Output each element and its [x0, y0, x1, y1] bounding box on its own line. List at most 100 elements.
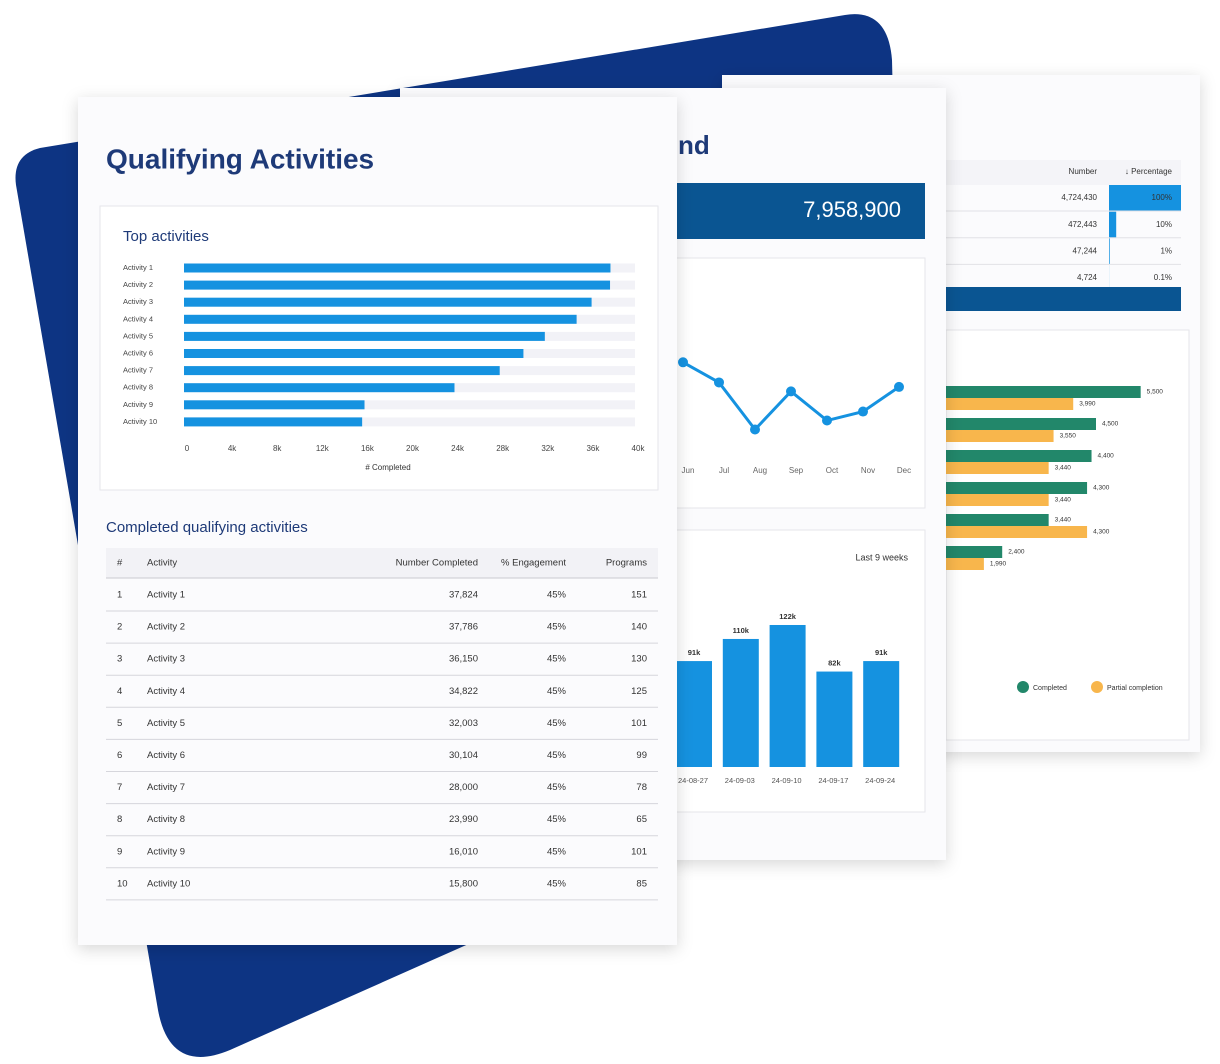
bar	[769, 624, 806, 767]
table-cell: 30,104	[449, 750, 478, 761]
table-cell: 78	[636, 782, 647, 793]
table-cell: 28,000	[449, 782, 478, 793]
percentage-bar	[1109, 211, 1117, 238]
table-cell: 10%	[1156, 220, 1172, 229]
page-title: nd	[678, 130, 710, 160]
table-title: Completed qualifying activities	[106, 519, 308, 536]
column-header: % Engagement	[501, 558, 566, 569]
x-tick-label: 16k	[361, 444, 375, 453]
x-tick-label: Dec	[897, 466, 911, 475]
value-label: 3,550	[1060, 433, 1077, 440]
card	[639, 257, 926, 509]
table-cell: 3	[117, 654, 122, 665]
table-cell: 45%	[547, 750, 567, 761]
x-tick-label: 24-09-17	[818, 776, 848, 785]
y-tick-label: Activity 1	[123, 263, 153, 272]
bar	[184, 314, 577, 324]
y-tick-label: Activity 7	[123, 366, 153, 375]
value-label: 4,400	[1098, 453, 1115, 460]
x-tick-label: 24k	[451, 444, 465, 453]
x-tick-label: 32k	[541, 444, 555, 453]
table-cell: 45%	[547, 590, 567, 601]
bar	[895, 386, 1141, 398]
bar	[184, 349, 524, 358]
x-tick-label: 36k	[586, 444, 600, 453]
table-cell: 5	[117, 718, 122, 729]
table-cell: 99	[636, 750, 647, 761]
point	[822, 415, 832, 426]
legend-swatch	[1017, 681, 1029, 693]
table-cell: 37,824	[449, 590, 478, 601]
bar	[184, 400, 365, 410]
table-cell: 15,800	[449, 878, 478, 889]
table-cell: 9	[117, 846, 122, 857]
table-cell: Activity 6	[147, 750, 185, 761]
bar	[722, 638, 759, 767]
front-page: Qualifying Activities Top activities # C…	[78, 97, 677, 945]
value-label: 3,440	[1055, 465, 1072, 472]
table-header	[106, 548, 658, 578]
value-label: 3,990	[1079, 401, 1096, 408]
table-cell: Activity 10	[147, 878, 190, 889]
table-footer	[946, 287, 1181, 311]
legend-label: Completed	[1033, 685, 1067, 692]
y-tick-label: Activity 8	[123, 383, 153, 392]
table-cell: 16,010	[449, 846, 478, 857]
value-label: 91k	[688, 648, 701, 657]
table-cell: 45%	[547, 686, 567, 697]
chart-subtitle: Last 9 weeks	[855, 552, 908, 562]
x-tick-label: Jun	[682, 466, 695, 475]
table-cell: Activity 5	[147, 718, 185, 729]
y-tick-label: Activity 2	[123, 280, 153, 289]
table-cell: 45%	[547, 718, 567, 729]
bar-track	[184, 400, 635, 410]
x-tick-label: Nov	[861, 466, 875, 475]
table-cell: 23,990	[449, 814, 478, 825]
bar	[184, 331, 545, 341]
x-tick-label: 40k	[632, 444, 646, 453]
table-cell: 10	[117, 878, 128, 889]
table-cell: 130	[631, 654, 647, 665]
table-cell: 1	[117, 590, 122, 601]
value-label: 2,400	[1008, 549, 1025, 556]
table-cell: 32,003	[449, 718, 478, 729]
table-cell: 37,786	[449, 622, 478, 633]
y-tick-label: Activity 10	[123, 417, 157, 426]
percentage-bar	[1109, 185, 1181, 211]
y-tick-label: Activity 9	[123, 400, 153, 409]
table-cell: 101	[631, 846, 647, 857]
table-cell: Activity 2	[147, 622, 185, 633]
table-cell: 45%	[547, 878, 567, 889]
x-tick-label: 24-09-24	[865, 776, 895, 785]
y-tick-label: Activity 4	[123, 314, 153, 323]
legend-swatch	[1091, 681, 1103, 693]
bar	[184, 280, 611, 290]
value-label: 1,990	[990, 561, 1007, 568]
point	[750, 424, 760, 435]
column-header: Number	[1069, 167, 1098, 176]
table-cell: 8	[117, 814, 122, 825]
table-cell: 125	[631, 686, 647, 697]
table-cell: 4	[117, 686, 122, 697]
table-cell: Activity 3	[147, 654, 185, 665]
value-label: 5,500	[1147, 389, 1164, 396]
x-tick-label: Aug	[753, 466, 767, 475]
column-header: Programs	[606, 558, 647, 569]
table-cell: Activity 4	[147, 686, 185, 697]
x-tick-label: Jul	[719, 466, 729, 475]
table-cell: 4,724,430	[1061, 193, 1097, 202]
table-cell: 101	[631, 718, 647, 729]
column-header: Number Completed	[396, 558, 478, 569]
table-cell: 151	[631, 590, 647, 601]
page-title: Qualifying Activities	[106, 143, 374, 174]
x-tick-label: 24-09-03	[725, 776, 755, 785]
bar	[184, 383, 455, 393]
y-tick-label: Activity 3	[123, 297, 153, 306]
value-label: 4,300	[1093, 529, 1110, 536]
table-cell: 472,443	[1068, 220, 1097, 229]
table-cell: 45%	[547, 622, 567, 633]
percentage-bar	[1109, 238, 1110, 265]
table-cell: 45%	[547, 814, 567, 825]
legend-label: Partial completion	[1107, 685, 1163, 692]
table-cell: 0.1%	[1154, 273, 1172, 282]
